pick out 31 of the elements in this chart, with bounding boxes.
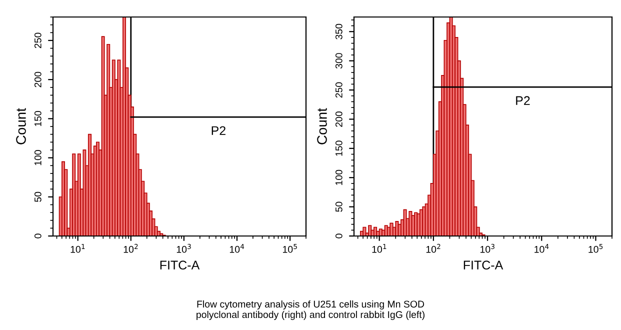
x-tick-label: 10$^{5}$ — [282, 244, 297, 253]
y-tick-label: 200 — [335, 111, 342, 127]
x-tick-label: 10$^{4}$ — [534, 244, 549, 253]
y-tick-label: 50 — [34, 192, 42, 202]
ref-line-label: P2 — [516, 96, 530, 105]
x-axis-title: FITC-A — [160, 260, 200, 270]
y-tick-label: 0 — [335, 234, 342, 238]
y-tick-label: 250 — [335, 82, 342, 98]
y-tick-label: 0 — [34, 234, 42, 238]
y-tick-label: 50 — [335, 202, 342, 212]
x-tick-label: 10$^{4}$ — [230, 244, 244, 253]
x-tick-label: 10$^{1}$ — [372, 244, 386, 253]
y-axis-title: Count — [16, 108, 26, 144]
x-tick-label: 10$^{1}$ — [70, 244, 85, 253]
y-tick-label: 300 — [335, 53, 342, 69]
x-tick-label: 10$^{2}$ — [426, 244, 440, 253]
ref-line-label: P2 — [212, 126, 226, 135]
x-tick-label: 10$^{3}$ — [176, 244, 191, 253]
y-tick-label: 350 — [335, 24, 342, 40]
y-tick-label: 250 — [34, 32, 42, 48]
x-tick-label: 10$^{5}$ — [588, 244, 603, 253]
x-axis-title: FITC-A — [464, 260, 504, 270]
y-tick-label: 150 — [34, 110, 42, 126]
y-tick-label: 100 — [335, 170, 342, 185]
x-tick-label: 10$^{3}$ — [480, 244, 494, 253]
y-axis-title: Count — [317, 108, 327, 144]
x-tick-label: 10$^{2}$ — [124, 244, 138, 253]
y-tick-label: 100 — [34, 150, 42, 166]
y-tick-label: 150 — [335, 140, 342, 156]
y-tick-label: 200 — [34, 72, 42, 88]
text: Flow cytometry analysis of U251 cells using Mn SOD polyclonal antibody (right) and control rabbit IgG (left) — [196, 300, 424, 320]
